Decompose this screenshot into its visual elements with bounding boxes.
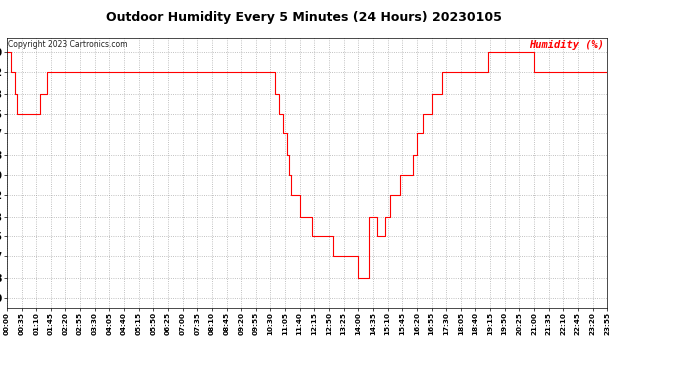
Text: Humidity (%): Humidity (%) [529, 40, 604, 50]
Text: Outdoor Humidity Every 5 Minutes (24 Hours) 20230105: Outdoor Humidity Every 5 Minutes (24 Hou… [106, 11, 502, 24]
Text: Copyright 2023 Cartronics.com: Copyright 2023 Cartronics.com [8, 40, 128, 49]
